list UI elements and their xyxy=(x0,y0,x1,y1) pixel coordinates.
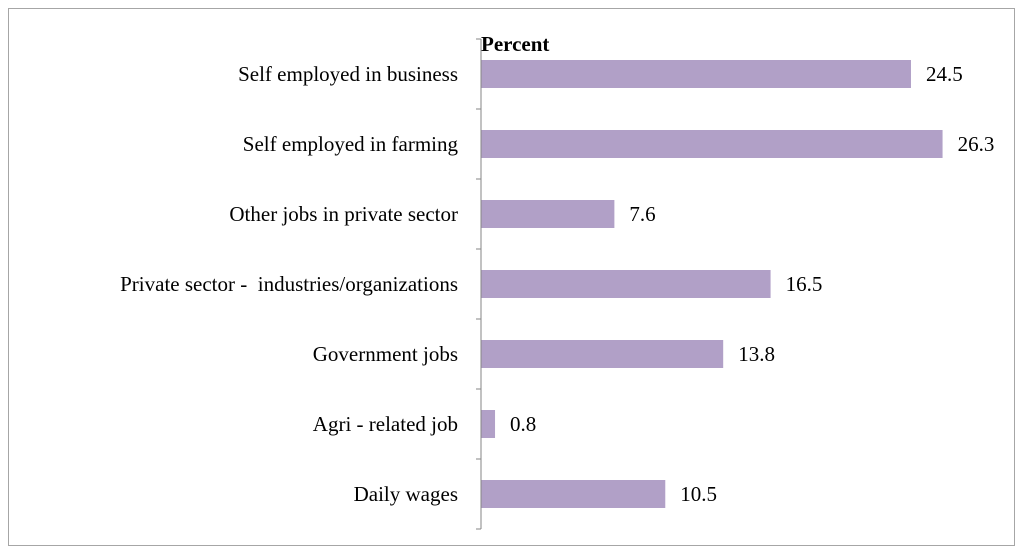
value-label: 26.3 xyxy=(958,132,995,156)
bar xyxy=(481,200,615,228)
value-label: 13.8 xyxy=(738,342,775,366)
category-label: Daily wages xyxy=(354,482,458,506)
bar-chart: Percent Self employed in business 24.5Sel… xyxy=(120,32,994,530)
bar xyxy=(481,270,771,298)
category-label: Self employed in business xyxy=(238,62,458,86)
bar xyxy=(481,410,496,438)
chart-frame: Percent Self employed in business 24.5 Sel… xyxy=(8,8,1015,546)
value-label: 7.6 xyxy=(629,202,655,226)
bar xyxy=(481,340,724,368)
axis-title: Percent xyxy=(481,32,549,56)
value-label: 24.5 xyxy=(926,62,963,86)
category-label: Private sector - industries/organization… xyxy=(120,272,458,296)
value-label: 16.5 xyxy=(786,272,823,296)
ticks-layer xyxy=(476,38,481,530)
value-label: 0.8 xyxy=(510,412,536,436)
bar xyxy=(481,60,911,88)
bars-layer: Self employed in business 24.5 Self employ… xyxy=(120,60,994,508)
category-label: Agri - related job xyxy=(313,412,458,436)
category-label: Self employed in farming xyxy=(243,132,459,156)
category-label: Government jobs xyxy=(313,342,458,366)
bar xyxy=(481,480,666,508)
category-label: Other jobs in private sector xyxy=(229,202,458,226)
bar xyxy=(481,130,943,158)
value-label: 10.5 xyxy=(680,482,717,506)
